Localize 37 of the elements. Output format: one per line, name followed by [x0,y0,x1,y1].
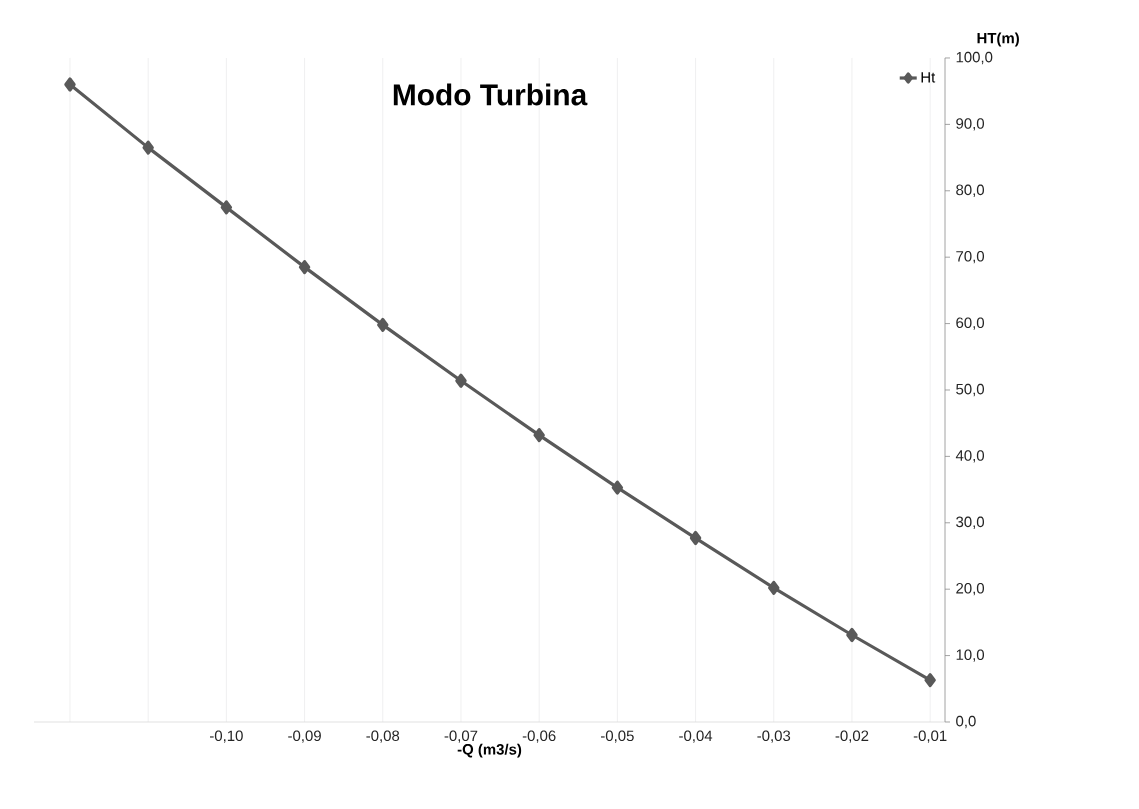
x-tick-label: -0,09 [288,730,321,743]
point [64,77,76,92]
x-tick-label: -0,02 [835,730,869,743]
point [455,373,467,388]
y-tick-label: 90,0 [956,118,985,131]
point [768,580,780,595]
point [377,317,389,333]
y-tick-label: 70,0 [956,251,985,264]
point [846,627,858,643]
y-tick-label: 100,0 [956,51,993,65]
y-tick-label: 50,0 [956,383,985,397]
y-tick-label: 40,0 [955,450,985,463]
point [220,200,233,215]
x-axis-title: -Q (m3/s) [457,743,522,758]
point [611,480,624,495]
y-tick-label: 20,0 [956,583,985,596]
x-tick-label: -0,01 [913,730,947,743]
x-tick-label: -0,05 [600,730,634,743]
x-tick-label: -0,06 [522,730,556,743]
y-axis-title: HT(m) [977,32,1019,47]
text: Modo Turbina [393,83,588,106]
x-tick-label: -0,08 [366,730,400,743]
x-tick-label: -0,04 [679,730,713,743]
x-tick-label: -0,07 [444,730,478,743]
legend-label: Ht [921,72,936,83]
point [689,530,702,546]
y-tick-label: 60,0 [956,317,985,330]
y-tick-label: 80,0 [956,184,985,197]
point [924,673,936,688]
y-tick-label: 10,0 [956,649,985,662]
x-tick-label: -0,10 [210,730,243,743]
x-tick-label: -0,03 [757,730,791,743]
point [142,140,154,155]
point [298,260,311,275]
y-tick-label: 0,0 [956,715,976,729]
point [533,428,545,443]
y-tick-label: 30,0 [956,516,985,529]
